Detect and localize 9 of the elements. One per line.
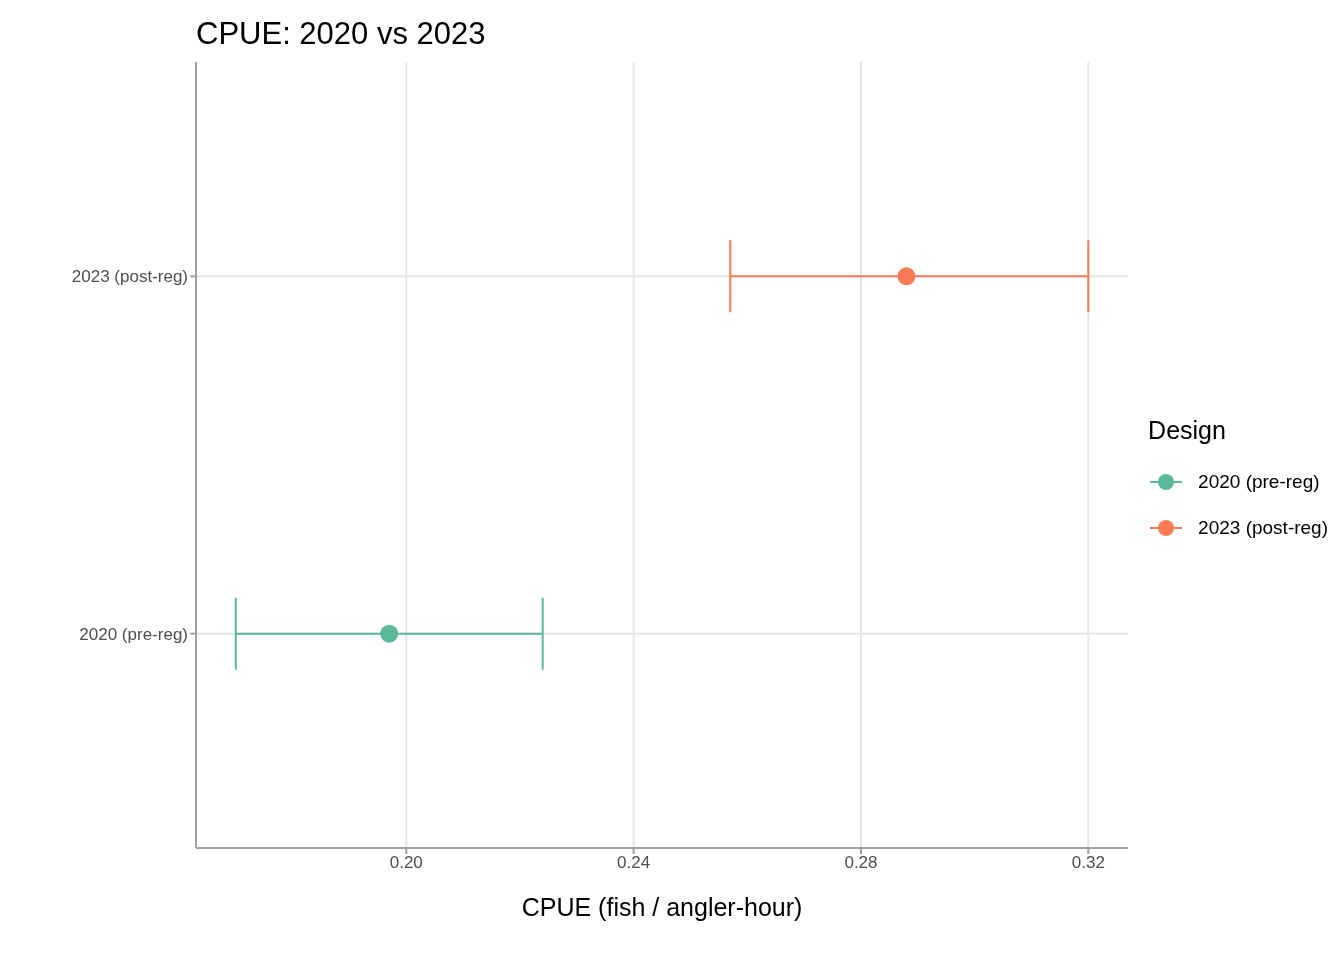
x-tick-label: 0.28 bbox=[844, 853, 878, 873]
legend-label: 2020 (pre-reg) bbox=[1198, 470, 1320, 493]
x-tick-label: 0.24 bbox=[617, 853, 651, 873]
x-tick-label: 0.20 bbox=[389, 853, 423, 873]
chart-title: CPUE: 2020 vs 2023 bbox=[196, 16, 486, 52]
x-axis-title: CPUE (fish / angler-hour) bbox=[521, 893, 803, 921]
legend-title: Design bbox=[1148, 415, 1227, 445]
x-tick-label: 0.32 bbox=[1071, 853, 1105, 873]
legend-label: 2023 (post-reg) bbox=[1198, 516, 1328, 539]
